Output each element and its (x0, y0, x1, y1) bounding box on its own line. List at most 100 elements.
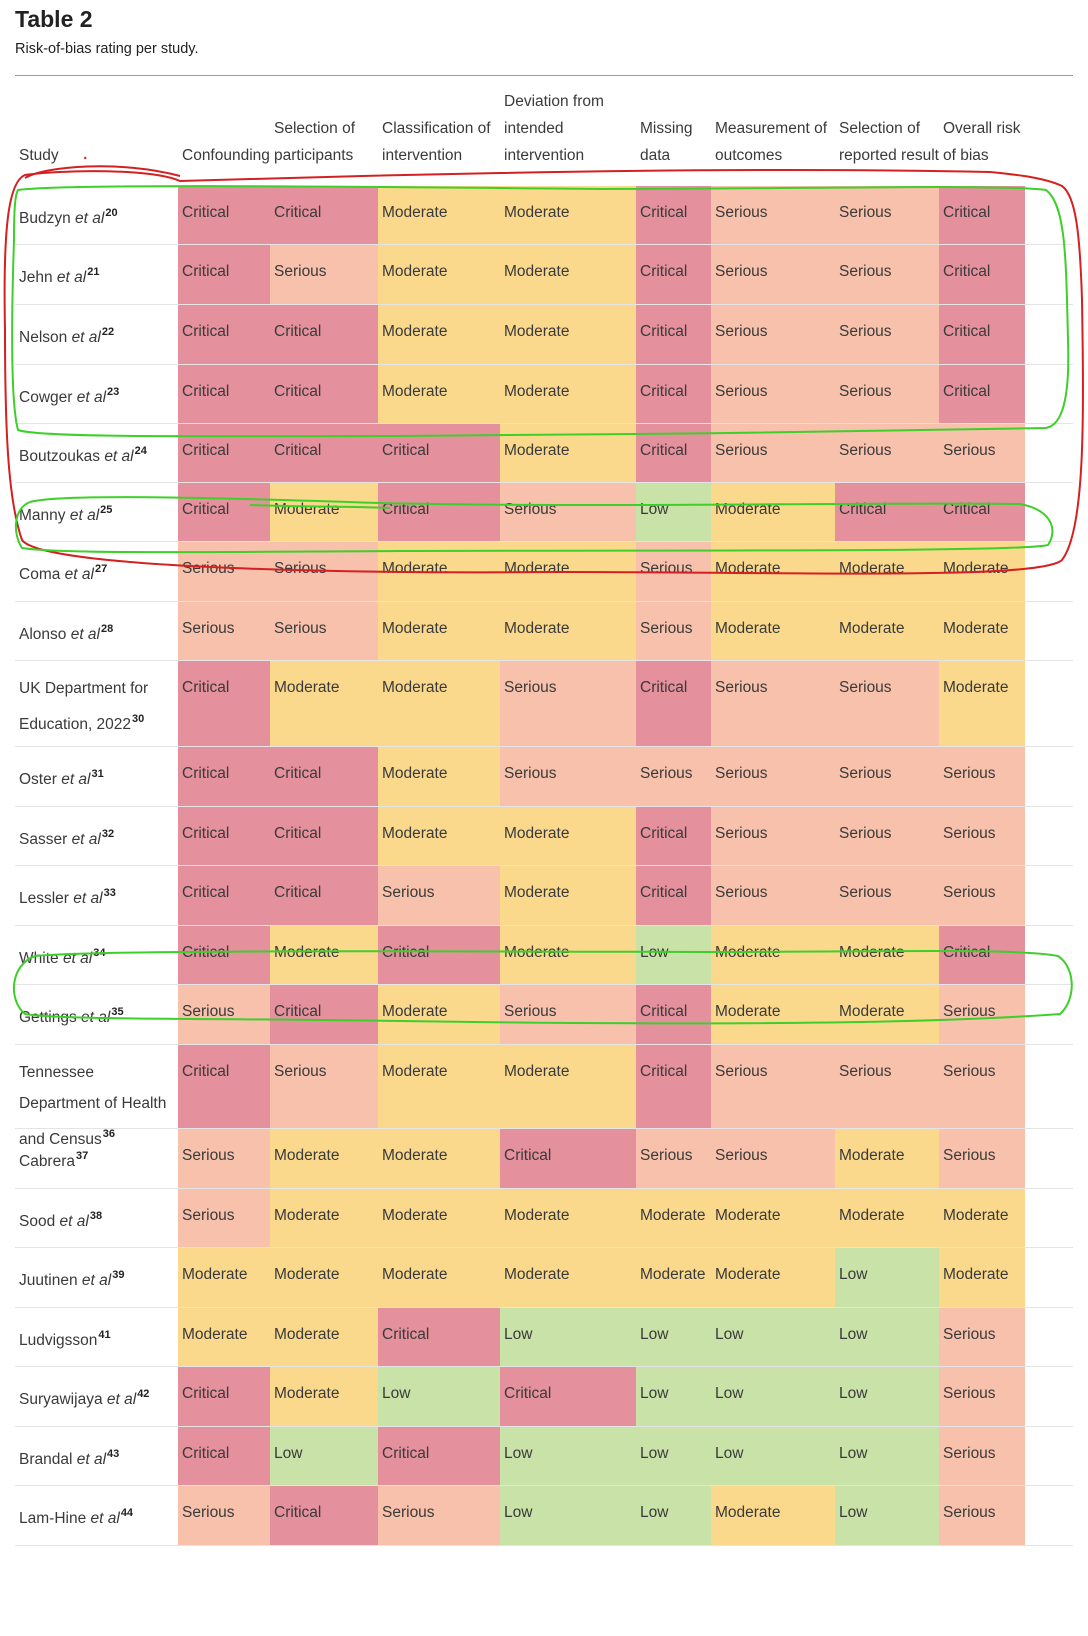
rating-cell: Moderate (711, 1189, 835, 1247)
rating-cell: Low (378, 1367, 500, 1426)
study-cell: Coma et al27 (15, 542, 178, 601)
reference-number: 37 (76, 1150, 89, 1162)
rating-cell: Low (500, 1486, 636, 1545)
header-col-2: Selection of participants (270, 85, 378, 169)
study-cell: Brandal et al43 (15, 1427, 178, 1485)
rating-cell: Serious (939, 747, 1025, 806)
rating-cell: Moderate (378, 1248, 500, 1307)
rating-cell: Critical (178, 1427, 270, 1485)
rating-cell: Critical (939, 483, 1025, 541)
rating-cell: Low (270, 1427, 378, 1485)
reference-number: 30 (132, 713, 145, 725)
rating-cell: Moderate (378, 245, 500, 304)
rating-cell: Critical (270, 1486, 378, 1545)
rating-cell: Moderate (500, 1248, 636, 1307)
rating-cell: Critical (270, 807, 378, 865)
rating-cell: Moderate (270, 661, 378, 746)
study-name: Budzyn (19, 210, 76, 227)
rating-cell: Serious (500, 985, 636, 1044)
rating-cell: Moderate (378, 542, 500, 601)
rating-cell: Serious (711, 807, 835, 865)
rating-cell: Serious (835, 424, 939, 482)
et-al: et al (71, 329, 101, 346)
rating-cell: Low (636, 1486, 711, 1545)
rating-cell: Critical (178, 866, 270, 925)
header-col-label: Missing data (640, 120, 693, 164)
rating-cell: Low (835, 1308, 939, 1366)
reference-number: 33 (103, 887, 116, 899)
et-al: et al (71, 831, 101, 848)
rating-cell: Moderate (835, 1189, 939, 1247)
study-name: Cowger (19, 389, 77, 406)
header-col-label: Overall risk of bias (943, 120, 1021, 164)
reference-number: 25 (100, 504, 113, 516)
study-name: Cabrera (19, 1153, 75, 1170)
rating-cell: Serious (711, 866, 835, 925)
rating-cell: Moderate (711, 1248, 835, 1307)
rating-cell: Moderate (378, 807, 500, 865)
table-row: Suryawijaya et al42 Critical Moderate Low Cr… (15, 1367, 1073, 1427)
rating-cell: Critical (270, 186, 378, 244)
study-name: UK Department for Education, 2022 (19, 680, 149, 733)
rating-cell: Critical (178, 424, 270, 482)
rating-cell: Moderate (500, 602, 636, 660)
table-row: Sasser et al32 Critical Critical Moderate Mo… (15, 807, 1073, 866)
table-row: Lam-Hine et al44 Serious Critical Serious Lo… (15, 1486, 1073, 1546)
et-al: et al (56, 269, 87, 286)
study-cell: Juutinen et al39 (15, 1248, 178, 1307)
rating-cell: Critical (378, 424, 500, 482)
rating-cell: Moderate (711, 1486, 835, 1545)
study-cell: White et al34 (15, 926, 178, 984)
study-name: Juutinen (19, 1272, 82, 1289)
study-name: Boutzoukas (19, 448, 105, 465)
rating-cell: Serious (378, 1486, 500, 1545)
rating-cell: Moderate (178, 1308, 270, 1366)
rating-cell: Low (711, 1308, 835, 1366)
et-al: et al (76, 1451, 107, 1468)
study-name: Gettings (19, 1009, 82, 1026)
et-al: et al (81, 1272, 112, 1289)
study-cell: Jehn et al21 (15, 245, 178, 304)
rating-cell: Moderate (636, 1189, 711, 1247)
rating-cell: Critical (939, 245, 1025, 304)
rating-cell: Serious (500, 661, 636, 746)
rating-cell: Critical (270, 866, 378, 925)
study-cell: Sasser et al32 (15, 807, 178, 865)
table-title: Table 2 (15, 6, 93, 32)
study-cell: Boutzoukas et al24 (15, 424, 178, 482)
study-cell: Ludvigsson41 (15, 1308, 178, 1366)
table-row: UK Department for Education, 202230 Criti… (15, 661, 1073, 747)
rating-cell: Moderate (378, 1129, 500, 1188)
table-row: Tennessee Department of Health and Censu… (15, 1045, 1073, 1148)
rating-cell: Serious (711, 186, 835, 244)
rating-cell: Moderate (378, 1045, 500, 1128)
rating-cell: Serious (835, 186, 939, 244)
header-col-label: Selection of participants (274, 120, 355, 164)
header-col-label: Measurement of outcomes (715, 120, 827, 164)
table-row: Cowger et al23 Critical Critical Moderate Mo… (15, 365, 1073, 424)
rating-cell: Serious (636, 1129, 711, 1188)
rating-cell: Critical (636, 365, 711, 423)
rating-cell: Low (500, 1427, 636, 1485)
rating-cell: Serious (711, 747, 835, 806)
study-name: Nelson (19, 329, 72, 346)
rating-cell: Low (835, 1486, 939, 1545)
rating-cell: Critical (270, 747, 378, 806)
table-row: Brandal et al43 Critical Low Critical Low Low… (15, 1427, 1073, 1486)
rating-cell: Low (500, 1308, 636, 1366)
reference-number: 28 (101, 623, 114, 635)
rating-cell: Low (711, 1427, 835, 1485)
rating-cell: Serious (835, 661, 939, 746)
rating-cell: Critical (178, 1045, 270, 1128)
rating-cell: Critical (500, 1129, 636, 1188)
rating-cell: Moderate (270, 483, 378, 541)
header-col-6: Measurement of outcomes (711, 85, 835, 169)
et-al: et al (81, 1009, 111, 1026)
rating-cell: Moderate (500, 186, 636, 244)
rating-cell: Moderate (835, 985, 939, 1044)
table-row: Boutzoukas et al24 Critical Critical Critic… (15, 424, 1073, 483)
rating-cell: Critical (178, 926, 270, 984)
rating-cell: Moderate (378, 661, 500, 746)
rating-cell: Serious (636, 602, 711, 660)
rating-cell: Serious (711, 661, 835, 746)
